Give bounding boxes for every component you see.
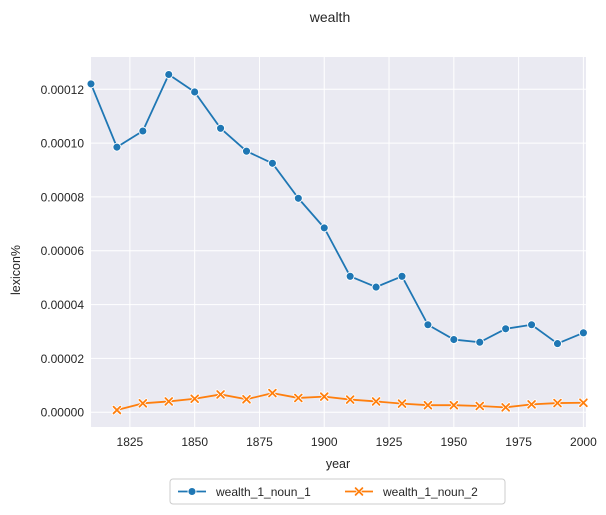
x-tick-label: 1825 [117,435,144,449]
data-point [138,126,148,136]
legend-box [169,478,506,505]
data-point [137,398,148,409]
x-axis-ticks: 1825 1850 1875 1900 1925 1950 1975 2000 [117,435,598,449]
y-axis-label: lexicon% [9,245,23,295]
data-point [190,87,200,97]
data-point [189,393,200,404]
x-axis-label: year [326,457,350,471]
x-tick-label: 1875 [246,435,273,449]
x-tick-label: 1925 [376,435,403,449]
chart-title: wealth [309,9,350,25]
data-point [319,223,329,233]
data-point [293,392,304,404]
y-tick-label: 0.00000 [41,406,85,420]
data-point [475,337,485,347]
legend-marker [187,487,197,496]
data-point [111,404,123,416]
legend-entry: wealth_1_noun_2 [345,485,478,499]
data-point [345,271,355,281]
x-tick-label: 1950 [440,435,467,449]
plot-area [91,57,586,427]
data-point [371,282,381,292]
data-point [86,79,96,89]
legend-label: wealth_1_noun_2 [382,485,478,499]
series-2 [111,387,589,416]
data-point [215,389,226,400]
x-tick-label: 1975 [505,435,532,449]
data-point [526,399,537,410]
data-point [449,335,459,344]
y-tick-label: 0.00004 [41,298,85,312]
grid-lines [91,57,586,427]
data-point [527,320,537,330]
data-point [267,158,277,168]
legend-marker [353,486,365,497]
x-tick-label: 2000 [570,435,597,449]
data-point [474,400,485,412]
legend-entry: wealth_1_noun_1 [178,485,311,499]
data-point [397,271,407,281]
x-tick-label: 1850 [181,435,208,449]
data-point [241,394,252,405]
legend: wealth_1_noun_1 wealth_1_noun_2 [169,478,506,505]
data-point [319,391,330,402]
data-point [422,400,434,411]
y-tick-label: 0.00002 [41,352,85,366]
data-point [267,387,278,399]
data-point [293,193,303,203]
data-point [112,142,122,152]
data-point [448,400,459,411]
data-point [578,328,588,338]
data-point [423,320,433,330]
data-point [164,70,174,79]
legend-label: wealth_1_noun_1 [215,485,311,499]
series-line [90,73,584,345]
data-point [500,402,511,413]
y-tick-label: 0.00010 [41,137,85,151]
data-point [578,397,589,408]
series-1 [86,70,588,349]
x-tick-label: 1900 [311,435,338,449]
data-point [345,394,356,405]
data-point [553,339,562,349]
data-point [242,146,251,156]
data-point [552,397,563,409]
data-point [216,123,226,133]
y-tick-label: 0.00012 [41,83,85,97]
y-axis-ticks: 0.00000 0.00002 0.00004 0.00006 0.00008 0.000… [41,83,85,420]
y-tick-label: 0.00006 [41,244,85,258]
series-layer [86,70,589,416]
data-point [163,396,174,407]
y-tick-label: 0.00008 [41,190,85,204]
data-point [396,398,408,409]
data-point [501,324,511,334]
data-point [370,396,382,407]
